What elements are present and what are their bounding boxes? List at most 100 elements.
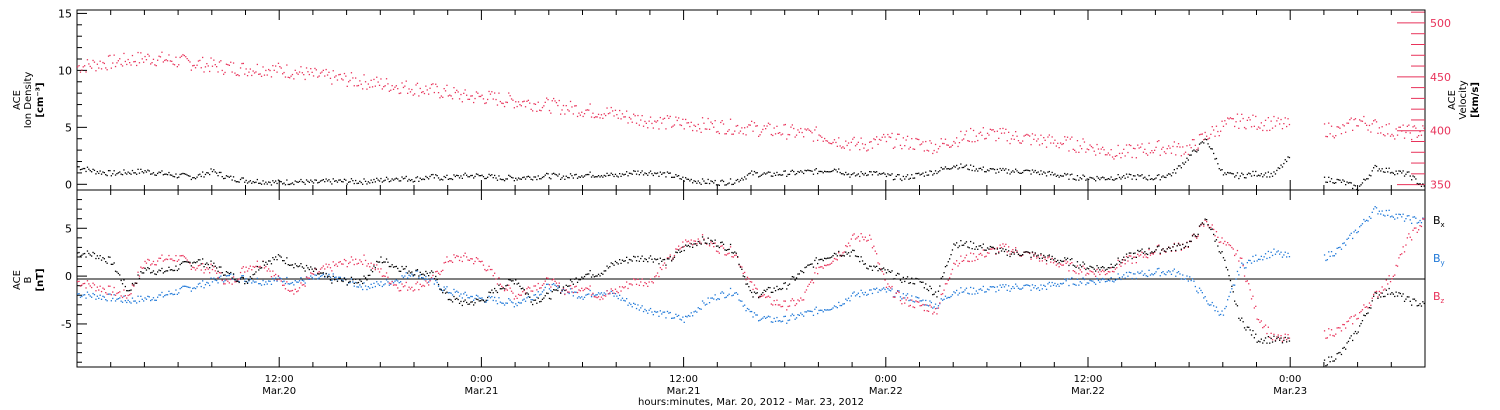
series-ion-density-point xyxy=(252,181,254,183)
series-bx-point xyxy=(597,273,600,275)
series-bx-point xyxy=(602,273,604,275)
series-ion-density-point xyxy=(92,168,94,170)
series-ion-density-point xyxy=(356,182,358,185)
series-velocity-point xyxy=(770,133,772,136)
series-bx-point xyxy=(487,296,489,299)
series-bx-point xyxy=(842,254,844,257)
series-bx-point xyxy=(324,275,326,278)
series-bx-point xyxy=(786,288,788,290)
series-bx-point xyxy=(374,267,376,269)
series-ion-density-point xyxy=(464,172,466,174)
series-velocity-point xyxy=(536,110,538,112)
series-by-point xyxy=(283,280,285,282)
series-bx-point xyxy=(1423,302,1425,305)
series-ion-density-point xyxy=(1107,178,1109,180)
series-by-point xyxy=(471,295,473,298)
series-bx-point xyxy=(194,262,197,264)
series-velocity-point xyxy=(781,133,784,135)
legend-bz: Bz xyxy=(1433,290,1445,305)
series-bx-point xyxy=(1114,264,1116,266)
series-bx-point xyxy=(443,289,445,291)
series-by-point xyxy=(161,291,163,294)
series-by-point xyxy=(579,297,581,299)
series-bz-point xyxy=(276,279,278,281)
series-bx-point xyxy=(199,259,201,261)
series-ion-density-point xyxy=(220,171,222,174)
series-bx-point xyxy=(1081,266,1083,268)
series-bx-point xyxy=(1241,317,1243,319)
series-by-point xyxy=(246,281,249,283)
series-ion-density-point xyxy=(1201,141,1203,143)
series-bz-point xyxy=(631,284,633,286)
series-bx-point xyxy=(419,271,421,273)
series-bz-point xyxy=(1107,271,1109,273)
series-by-point xyxy=(1165,274,1167,276)
series-velocity-point xyxy=(829,142,831,145)
series-by-point xyxy=(1350,232,1352,234)
series-ion-density-point xyxy=(350,178,353,180)
series-bz-point xyxy=(564,293,566,296)
series-by-point xyxy=(488,295,490,297)
series-bz-point xyxy=(318,271,320,273)
series-ion-density-point xyxy=(800,170,802,172)
series-velocity-point xyxy=(159,56,162,58)
series-bz-point xyxy=(759,296,761,298)
series-by-point xyxy=(524,300,527,302)
series-by-point xyxy=(659,310,661,312)
series-bz-point xyxy=(1238,260,1240,262)
series-ion-density-point xyxy=(1422,183,1424,185)
series-velocity-point xyxy=(576,115,579,118)
series-velocity-point xyxy=(134,60,136,63)
series-bz-point xyxy=(338,261,340,264)
series-ion-density-point xyxy=(581,175,583,177)
series-ion-density-point xyxy=(1079,177,1081,179)
series-ion-density-point xyxy=(1145,178,1147,180)
series-by-point xyxy=(282,281,284,283)
series-ion-density-point xyxy=(541,176,544,179)
series-by-point xyxy=(360,286,362,288)
series-bz-point xyxy=(1363,304,1365,306)
series-bz-point xyxy=(1125,255,1128,258)
series-bz-point xyxy=(963,259,965,262)
series-bz-point xyxy=(1271,339,1274,341)
series-velocity-point xyxy=(972,129,975,132)
series-velocity-point xyxy=(1274,125,1277,127)
series-velocity-point xyxy=(835,141,837,144)
series-velocity-point xyxy=(909,146,911,148)
series-bz-point xyxy=(1270,332,1272,334)
series-bx-point xyxy=(744,276,746,278)
series-bx-point xyxy=(265,261,267,263)
series-by-point xyxy=(678,314,680,317)
series-bx-point xyxy=(266,263,268,265)
series-bx-point xyxy=(1156,246,1159,248)
series-by-point xyxy=(466,294,468,296)
series-by-point xyxy=(728,293,730,295)
series-velocity-point xyxy=(342,79,344,81)
series-velocity-point xyxy=(539,109,541,111)
series-ion-density-point xyxy=(699,182,701,184)
series-bx-point xyxy=(1361,320,1364,322)
series-bx-point xyxy=(898,273,900,275)
series-bx-point xyxy=(970,240,972,243)
series-velocity-point xyxy=(435,83,437,85)
series-velocity-point xyxy=(916,138,918,140)
series-by-point xyxy=(342,280,344,282)
series-bx-point xyxy=(876,265,878,267)
series-bz-point xyxy=(801,299,803,301)
series-bz-point xyxy=(84,282,86,285)
series-bx-point xyxy=(1125,253,1128,255)
series-ion-density-point xyxy=(724,184,726,186)
series-bz-point xyxy=(1260,320,1262,322)
series-by-point xyxy=(787,319,789,322)
series-bz-point xyxy=(1328,328,1330,330)
series-by-point xyxy=(162,296,164,298)
series-by-point xyxy=(1169,271,1171,273)
series-ion-density-point xyxy=(1423,185,1425,187)
series-bz-point xyxy=(194,269,197,271)
series-velocity-point xyxy=(1246,119,1248,121)
series-ion-density-point xyxy=(991,168,993,170)
series-velocity-point xyxy=(182,54,184,56)
series-bz-point xyxy=(722,247,725,249)
series-velocity-point xyxy=(950,146,952,148)
series-velocity-point xyxy=(1142,151,1145,153)
